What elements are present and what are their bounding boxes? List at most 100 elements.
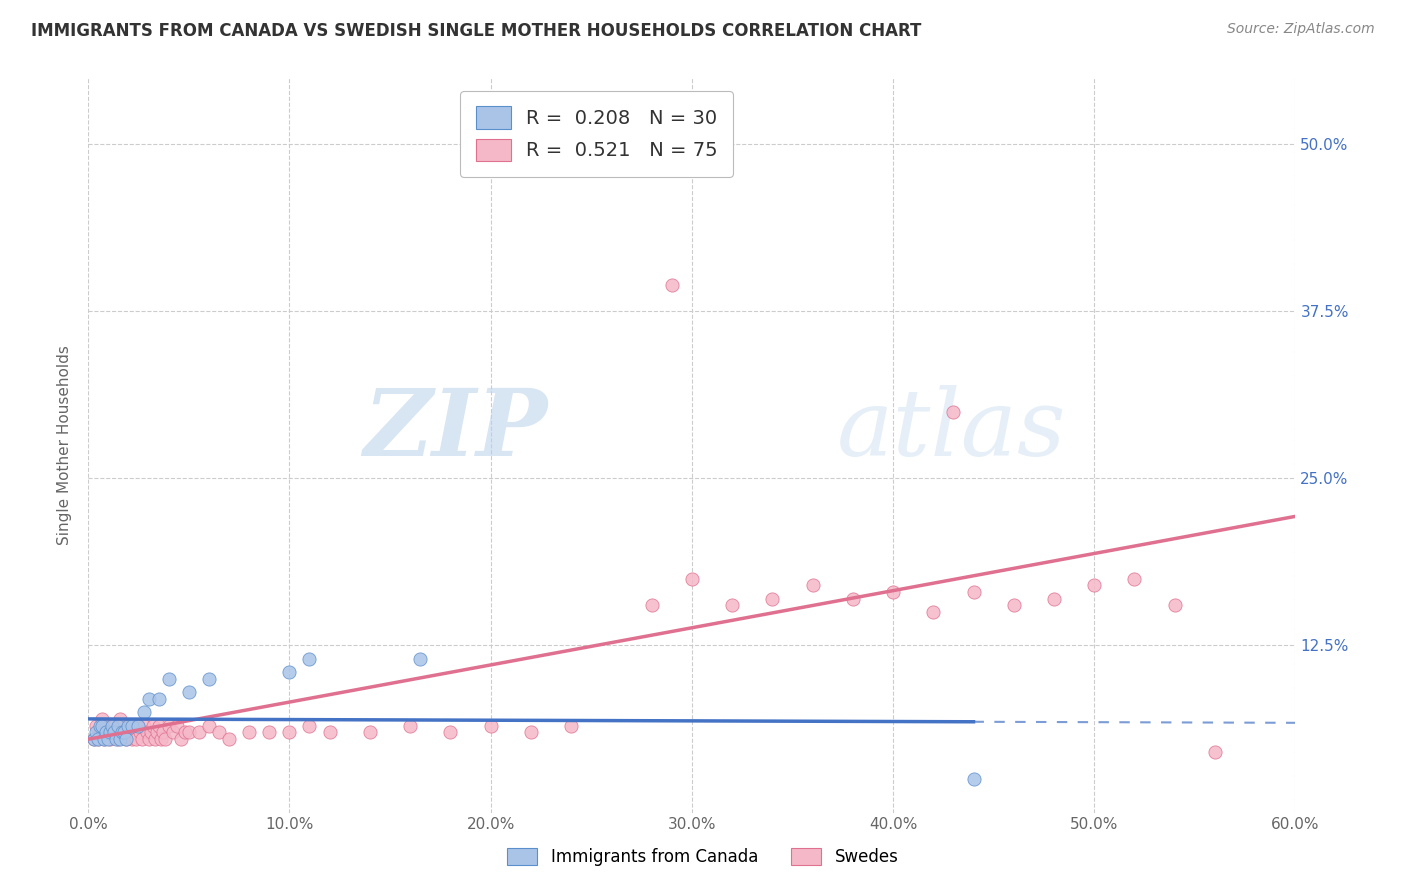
Point: [520, 725, 543, 739]
Point: [98, 725, 121, 739]
Point: [141, 719, 163, 733]
Point: [117, 719, 139, 733]
Point: [157, 672, 180, 686]
Point: [640, 599, 662, 613]
Point: [157, 719, 180, 733]
Point: [103, 719, 125, 733]
Point: [105, 732, 128, 747]
Point: [198, 719, 221, 733]
Point: [278, 665, 301, 680]
Point: [117, 725, 139, 739]
Point: [121, 719, 143, 733]
Point: [111, 719, 134, 733]
Point: [409, 652, 432, 666]
Point: [93, 732, 115, 747]
Point: [110, 732, 132, 747]
Point: [127, 719, 149, 733]
Point: [111, 725, 134, 739]
Point: [1083, 578, 1105, 592]
Point: [129, 725, 152, 739]
Point: [278, 725, 301, 739]
Point: [257, 725, 280, 739]
Point: [218, 732, 240, 747]
Point: [138, 732, 160, 747]
Point: [962, 585, 984, 599]
Point: [103, 725, 125, 739]
Point: [101, 719, 124, 733]
Point: [162, 725, 184, 739]
Point: [620, 151, 643, 165]
Point: [131, 732, 153, 747]
Point: [1204, 745, 1226, 759]
Point: [96, 725, 118, 739]
Point: [97, 732, 120, 747]
Point: [110, 712, 132, 726]
Point: [166, 719, 188, 733]
Point: [148, 719, 170, 733]
Point: [842, 591, 865, 606]
Legend: R =  0.208   N = 30, R =  0.521   N = 75: R = 0.208 N = 30, R = 0.521 N = 75: [460, 91, 734, 177]
Point: [721, 599, 744, 613]
Point: [152, 725, 174, 739]
Point: [112, 725, 135, 739]
Point: [139, 725, 162, 739]
Point: [922, 605, 945, 619]
Point: [208, 725, 231, 739]
Point: [198, 672, 221, 686]
Point: [148, 692, 170, 706]
Point: [89, 719, 111, 733]
Point: [96, 719, 118, 733]
Point: [399, 719, 422, 733]
Point: [177, 685, 200, 699]
Text: IMMIGRANTS FROM CANADA VS SWEDISH SINGLE MOTHER HOUSEHOLDS CORRELATION CHART: IMMIGRANTS FROM CANADA VS SWEDISH SINGLE…: [31, 22, 921, 40]
Point: [1043, 591, 1066, 606]
Point: [153, 732, 176, 747]
Point: [942, 404, 965, 418]
Point: [962, 772, 984, 786]
Point: [439, 725, 461, 739]
Point: [87, 732, 110, 747]
Point: [107, 719, 129, 733]
Point: [115, 732, 138, 747]
Point: [149, 732, 172, 747]
Point: [318, 725, 340, 739]
Y-axis label: Single Mother Households: Single Mother Households: [58, 345, 72, 545]
Point: [83, 732, 105, 747]
Point: [761, 591, 783, 606]
Point: [107, 732, 129, 747]
Legend: Immigrants from Canada, Swedes: Immigrants from Canada, Swedes: [499, 840, 907, 875]
Text: ZIP: ZIP: [363, 385, 547, 475]
Point: [98, 732, 121, 747]
Point: [1002, 599, 1025, 613]
Point: [173, 725, 195, 739]
Point: [177, 725, 200, 739]
Text: atlas: atlas: [837, 385, 1066, 475]
Point: [298, 719, 321, 733]
Point: [170, 732, 193, 747]
Point: [359, 725, 381, 739]
Point: [801, 578, 824, 592]
Point: [93, 732, 115, 747]
Point: [91, 712, 114, 726]
Point: [882, 585, 904, 599]
Point: [1164, 599, 1187, 613]
Point: [124, 725, 146, 739]
Point: [187, 725, 209, 739]
Point: [479, 719, 502, 733]
Point: [83, 732, 105, 747]
Point: [145, 725, 167, 739]
Point: [115, 732, 138, 747]
Point: [661, 277, 683, 292]
Point: [84, 725, 107, 739]
Point: [89, 725, 111, 739]
Point: [135, 725, 157, 739]
Point: [560, 719, 582, 733]
Point: [1123, 572, 1146, 586]
Text: Source: ZipAtlas.com: Source: ZipAtlas.com: [1227, 22, 1375, 37]
Point: [125, 732, 148, 747]
Point: [134, 706, 156, 720]
Point: [238, 725, 260, 739]
Point: [84, 719, 107, 733]
Point: [87, 732, 110, 747]
Point: [138, 692, 160, 706]
